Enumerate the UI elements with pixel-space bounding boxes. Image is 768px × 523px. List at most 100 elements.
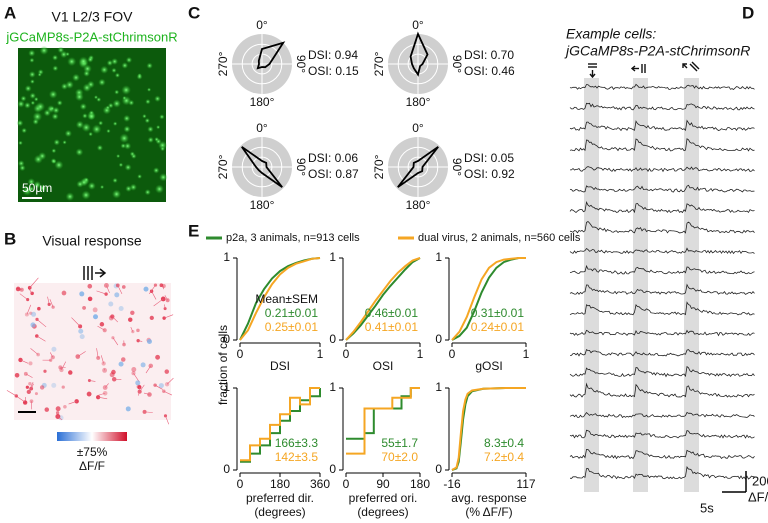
trace bbox=[569, 119, 755, 132]
cell bbox=[118, 361, 124, 367]
cell bbox=[63, 405, 67, 409]
cell bbox=[100, 65, 109, 74]
stat-label: 8.3±0.4 bbox=[484, 436, 524, 450]
x-tick-label: 117 bbox=[516, 477, 535, 491]
x-tick-label: 0 bbox=[343, 347, 350, 361]
cell bbox=[147, 136, 154, 144]
cell bbox=[75, 148, 84, 157]
cell bbox=[53, 138, 61, 146]
cell bbox=[44, 407, 50, 412]
x-axis-label: (degrees) bbox=[357, 505, 408, 519]
trace bbox=[569, 429, 755, 439]
cell bbox=[32, 118, 39, 125]
dendrite bbox=[163, 390, 173, 396]
cell bbox=[121, 285, 126, 289]
cell bbox=[30, 100, 36, 106]
cell bbox=[106, 59, 114, 67]
cell bbox=[61, 385, 65, 389]
cell bbox=[107, 102, 114, 109]
cell bbox=[159, 114, 165, 120]
cell bbox=[16, 119, 24, 127]
trace bbox=[569, 264, 755, 275]
dendrite bbox=[144, 411, 153, 413]
cell bbox=[24, 101, 31, 109]
fov-cells bbox=[16, 45, 168, 202]
colorbar-unit: ΔF/F bbox=[79, 459, 105, 473]
dendrite bbox=[49, 352, 54, 358]
dendrite bbox=[164, 304, 166, 309]
panel-title: Visual response bbox=[42, 233, 142, 249]
cell bbox=[87, 112, 96, 121]
angle-label: 180° bbox=[250, 198, 275, 212]
cell bbox=[79, 102, 87, 111]
panel-title: V1 L2/3 FOV bbox=[52, 9, 134, 25]
cell bbox=[145, 98, 151, 105]
x-axis-label: OSI bbox=[373, 359, 394, 373]
cell bbox=[140, 362, 146, 368]
cell bbox=[111, 336, 115, 340]
cell bbox=[27, 178, 36, 186]
cell bbox=[65, 192, 75, 202]
trace bbox=[569, 301, 755, 316]
cell bbox=[158, 383, 164, 389]
cell bbox=[149, 315, 154, 321]
angle-label: 270° bbox=[216, 51, 230, 76]
cell bbox=[37, 69, 44, 76]
dendrite bbox=[19, 293, 28, 300]
x-axis-label: preferred dir. bbox=[246, 491, 314, 505]
panel-label: E bbox=[188, 221, 199, 240]
cell bbox=[120, 143, 127, 149]
tuning-curve bbox=[409, 31, 429, 77]
x-axis-label: (degrees) bbox=[254, 505, 305, 519]
dendrite bbox=[20, 359, 29, 364]
cell bbox=[114, 89, 120, 95]
angle-label: 270° bbox=[216, 154, 230, 179]
trace bbox=[569, 247, 755, 255]
cell bbox=[29, 92, 37, 100]
cell bbox=[131, 367, 137, 372]
stat-label: 0.24±0.01 bbox=[471, 320, 525, 334]
dendrite bbox=[57, 416, 63, 421]
cell bbox=[56, 99, 63, 106]
cell bbox=[62, 140, 67, 145]
cell bbox=[51, 148, 57, 154]
dendrite bbox=[30, 348, 39, 355]
cell bbox=[108, 301, 114, 307]
cell bbox=[112, 121, 118, 126]
cell bbox=[135, 380, 141, 386]
cell bbox=[24, 85, 32, 93]
cell bbox=[154, 136, 160, 142]
cell bbox=[81, 122, 91, 133]
panel-title: jGCaMP8s-P2A-stChrimsonR bbox=[564, 43, 750, 59]
trace bbox=[569, 382, 755, 398]
cell bbox=[159, 283, 164, 288]
x-tick-label: 0 bbox=[237, 477, 244, 491]
x-tick-label: 360 bbox=[310, 477, 330, 491]
panel-label: C bbox=[188, 3, 200, 22]
x-axis-label: DSI bbox=[270, 359, 290, 373]
angle-label: 0° bbox=[256, 121, 268, 135]
dendrite bbox=[36, 319, 47, 328]
dendrite bbox=[154, 384, 163, 390]
angle-label: 90° bbox=[294, 158, 308, 176]
cell bbox=[118, 162, 124, 168]
cell bbox=[136, 73, 143, 80]
osi-label: OSI: 0.46 bbox=[464, 64, 515, 78]
cdf-line bbox=[240, 387, 320, 462]
y-tick-label: 1 bbox=[435, 380, 442, 394]
cell bbox=[39, 184, 47, 192]
x-tick-label: 1 bbox=[317, 347, 324, 361]
cell bbox=[39, 385, 45, 390]
cell bbox=[67, 56, 77, 67]
cell bbox=[114, 292, 120, 298]
y-tick-label: 0 bbox=[329, 332, 336, 346]
response-image bbox=[14, 283, 171, 420]
cell bbox=[119, 133, 130, 144]
cell bbox=[122, 342, 126, 347]
cell bbox=[154, 95, 161, 103]
cell bbox=[28, 186, 35, 192]
tuning-curve bbox=[241, 146, 283, 188]
dsi-label: DSI: 0.94 bbox=[308, 48, 358, 62]
trace bbox=[569, 220, 755, 234]
